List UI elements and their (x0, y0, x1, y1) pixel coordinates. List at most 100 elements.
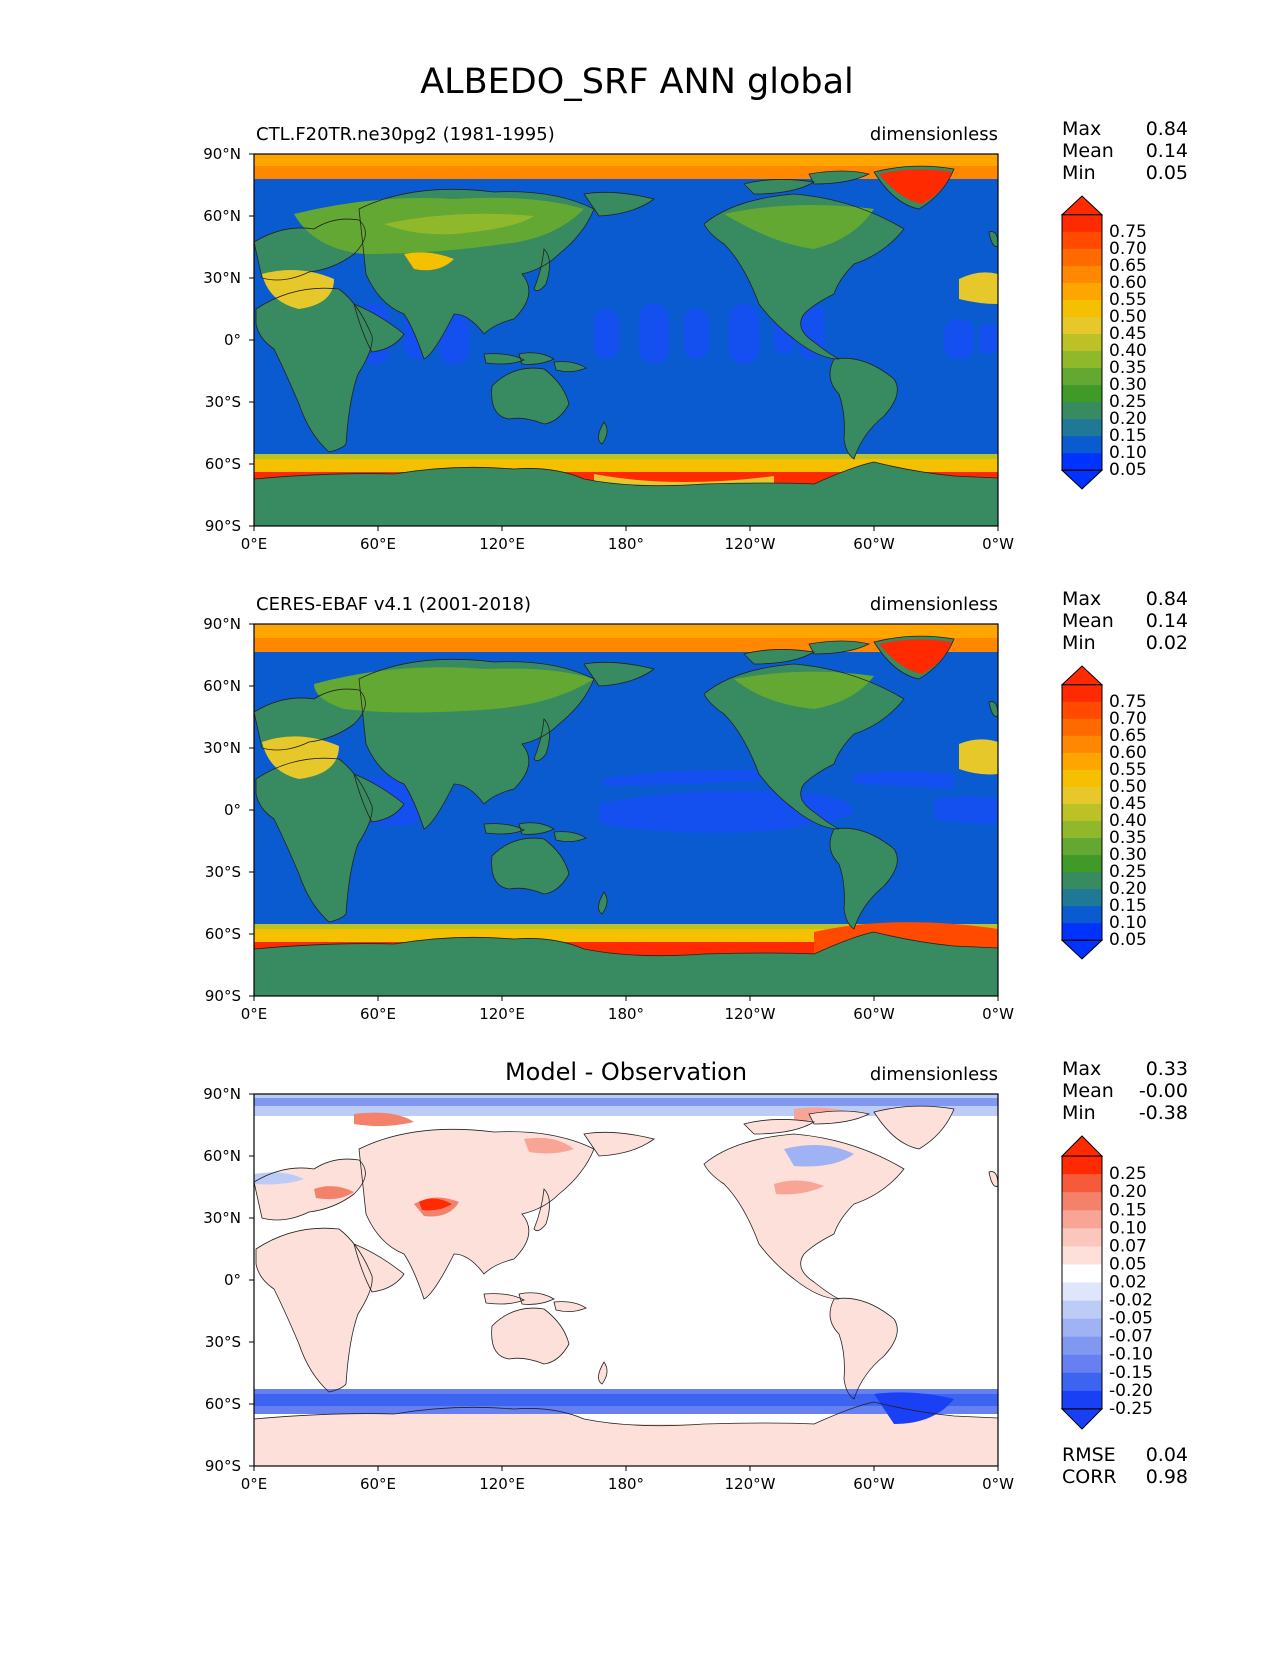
stat-label-max: Max (1062, 588, 1101, 610)
colorbar-label: 0.45 (1109, 794, 1147, 814)
colorbar-segment (1062, 701, 1102, 720)
colorbar-label: 0.15 (1109, 896, 1147, 916)
lat-tick-label: 0° (224, 801, 241, 819)
panel-units: dimensionless (870, 1064, 998, 1085)
colorbar-segment (1062, 333, 1102, 352)
colorbar-frame (1061, 684, 1103, 941)
colorbar-segment (1062, 1372, 1102, 1392)
colorbar-label: -0.02 (1109, 1291, 1153, 1311)
lat-tick-label: 90°S (205, 1457, 241, 1475)
colorbar-over-triangle (1060, 1135, 1104, 1157)
colorbar-segment (1062, 1228, 1102, 1247)
colorbar-label: 0.75 (1109, 222, 1147, 242)
lon-tick-label: 60°W (853, 1475, 895, 1493)
colorbar-segment (1062, 385, 1102, 403)
colorbar-model: 0.750.700.650.600.550.500.450.400.350.30… (1060, 195, 1147, 490)
colorbar-under-triangle (1060, 939, 1104, 960)
colorbar-segment (1062, 1246, 1102, 1265)
lat-tick-label: 30°N (203, 269, 241, 287)
colorbar-label: 0.10 (1109, 1218, 1147, 1238)
colorbar-segment (1062, 453, 1102, 471)
colorbar-segment (1062, 351, 1102, 369)
colorbar-segment (1062, 1390, 1102, 1410)
colorbar-segment (1062, 1354, 1102, 1374)
colorbar-label: 0.70 (1109, 239, 1147, 259)
colorbar-over-triangle (1060, 195, 1104, 216)
stat-label-min: Min (1062, 632, 1096, 654)
lon-tick-label: 120°W (725, 535, 776, 553)
colorbar-label: 0.10 (1109, 913, 1147, 933)
stat-value-max: 0.84 (1146, 588, 1188, 610)
panel-left-title: CERES-EBAF v4.1 (2001-2018) (256, 594, 531, 615)
colorbar-segment (1062, 299, 1102, 318)
colorbar-segment (1062, 718, 1102, 737)
colorbar-label: 0.35 (1109, 828, 1147, 848)
colorbar-label: 0.20 (1109, 409, 1147, 429)
colorbar-segment (1062, 265, 1102, 284)
lat-tick-label: 90°N (203, 145, 241, 163)
colorbar-label: 0.20 (1109, 879, 1147, 899)
lon-tick-label: 60°E (360, 1475, 396, 1493)
colorbar-label: 0.60 (1109, 743, 1147, 763)
lat-tick-label: 30°S (205, 863, 241, 881)
figure-title: ALBEDO_SRF ANN global (420, 62, 854, 102)
lon-tick-label: 0°W (982, 1475, 1014, 1493)
metric-value-rmse: 0.04 (1146, 1444, 1188, 1466)
lon-tick-label: 120°W (725, 1475, 776, 1493)
colorbar-segment (1062, 855, 1102, 873)
colorbar-label: 0.10 (1109, 443, 1147, 463)
colorbar-frame (1061, 214, 1103, 471)
colorbar-under-triangle (1060, 1408, 1104, 1430)
colorbar-segment (1062, 419, 1102, 437)
lat-tick-label: 30°S (205, 393, 241, 411)
stat-value-min: 0.05 (1146, 162, 1188, 184)
stat-label-mean: Mean (1062, 610, 1114, 632)
lon-tick-label: 0°E (241, 1475, 268, 1493)
colorbar-label: 0.05 (1109, 1254, 1147, 1274)
stats-observation: Max 0.84 Mean 0.14 Min 0.02 (1062, 588, 1188, 654)
colorbar-label: 0.45 (1109, 324, 1147, 344)
panel-center-title: Model - Observation (505, 1058, 747, 1086)
axis-ticks-model: 90°N 60°N 30°N 0° 30°S 60°S 90°S0°E 60°E 120°E 18… (203, 145, 1014, 553)
stat-value-mean: 0.14 (1146, 140, 1188, 162)
lat-tick-label: 60°S (205, 455, 241, 473)
map-difference (254, 1094, 998, 1466)
colorbar-segment (1062, 769, 1102, 788)
colorbar-segment (1062, 436, 1102, 454)
stat-label-min: Min (1062, 1102, 1096, 1124)
colorbar-label: 0.05 (1109, 460, 1147, 480)
panel-observation: CERES-EBAF v4.1 (2001-2018) dimensionles… (203, 588, 1188, 1023)
colorbar-over-triangle (1060, 665, 1104, 686)
colorbar-label: 0.70 (1109, 709, 1147, 729)
stats-model: Max 0.84 Mean 0.14 Min 0.05 (1062, 118, 1188, 184)
colorbar-label: 0.50 (1109, 307, 1147, 327)
colorbar-label: 0.02 (1109, 1273, 1147, 1293)
lat-tick-label: 30°N (203, 739, 241, 757)
panel-units: dimensionless (870, 594, 998, 615)
colorbar-label: 0.40 (1109, 811, 1147, 831)
stat-label-max: Max (1062, 118, 1101, 140)
colorbar-segment (1062, 248, 1102, 267)
lat-tick-label: 90°N (203, 615, 241, 633)
stat-label-min: Min (1062, 162, 1096, 184)
lon-tick-label: 0°W (982, 535, 1014, 553)
colorbar-label: 0.20 (1109, 1182, 1147, 1202)
colorbar-label: 0.40 (1109, 341, 1147, 361)
colorbar-segment (1062, 821, 1102, 839)
colorbar-difference: 0.250.200.150.100.070.050.02-0.02-0.05-0… (1060, 1135, 1153, 1430)
stat-value-min: -0.38 (1139, 1102, 1188, 1124)
colorbar-segment (1062, 684, 1102, 703)
lat-tick-label: 60°N (203, 1147, 241, 1165)
colorbar-segment (1062, 838, 1102, 856)
colorbar-frame (1061, 1155, 1103, 1410)
lon-tick-label: 0°E (241, 535, 268, 553)
lat-tick-label: 90°N (203, 1085, 241, 1103)
colorbar-label: -0.07 (1109, 1327, 1153, 1347)
map-observation (254, 624, 998, 996)
stat-value-mean: 0.14 (1146, 610, 1188, 632)
lat-tick-label: 0° (224, 1271, 241, 1289)
colorbar-label: -0.20 (1109, 1381, 1153, 1401)
colorbar-segment (1062, 1174, 1102, 1193)
colorbar-label: 0.30 (1109, 845, 1147, 865)
panel-left-title: CTL.F20TR.ne30pg2 (1981-1995) (256, 124, 555, 145)
